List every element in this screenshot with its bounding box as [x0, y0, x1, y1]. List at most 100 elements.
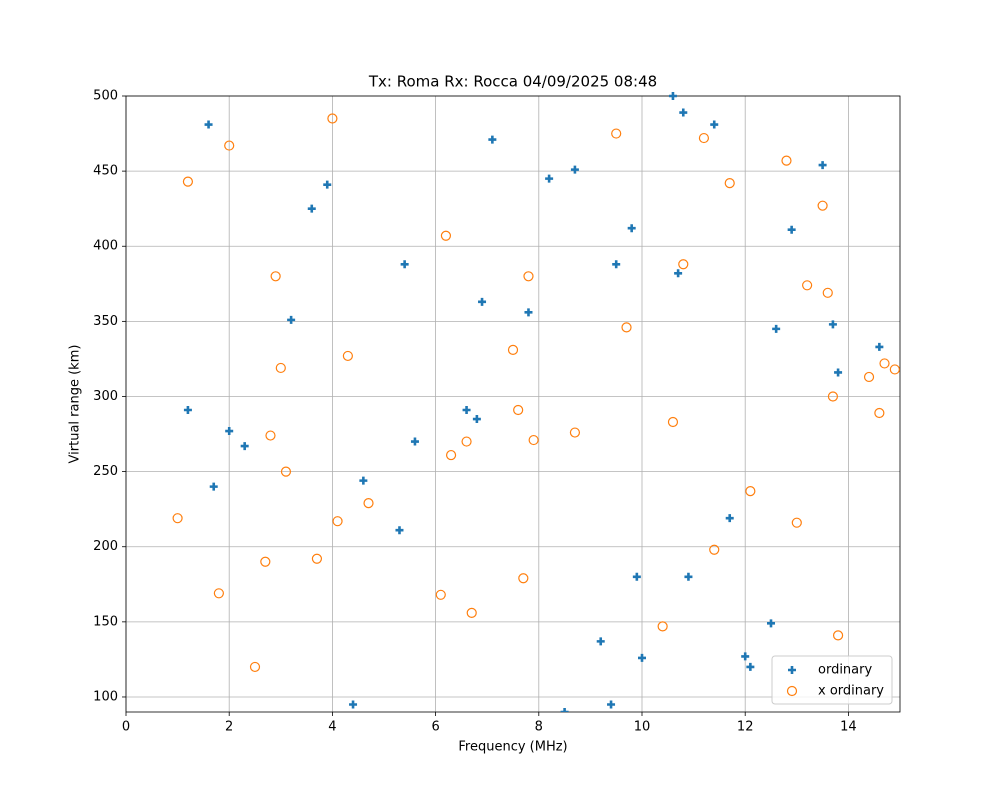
data-point [627, 224, 636, 233]
y-tick-label: 200 [93, 539, 118, 554]
data-point [410, 437, 419, 446]
data-point [478, 297, 487, 306]
y-tick-label: 500 [93, 89, 118, 104]
data-point [183, 406, 192, 415]
x-tick-label: 10 [634, 720, 651, 735]
data-point [875, 342, 884, 351]
data-point [545, 174, 554, 183]
x-tick-label: 14 [840, 720, 857, 735]
data-point [684, 572, 693, 581]
data-point [638, 653, 646, 662]
data-point [612, 260, 621, 269]
data-point [746, 662, 755, 671]
data-point [678, 259, 689, 270]
data-point [311, 553, 323, 564]
data-point [528, 434, 539, 446]
legend-marker [788, 666, 796, 674]
data-point [363, 498, 374, 509]
y-tick-label: 350 [93, 314, 118, 329]
y-tick-label: 400 [93, 239, 118, 254]
data-point [709, 544, 720, 555]
data-point [674, 269, 683, 278]
data-point [724, 178, 735, 189]
data-point [280, 466, 292, 477]
plot-frame [125, 95, 901, 713]
points [172, 92, 900, 712]
data-point [632, 572, 641, 581]
data-point [466, 607, 477, 618]
data-point [265, 430, 276, 441]
data-point [327, 113, 338, 124]
data-point [832, 630, 844, 641]
data-point [342, 350, 353, 362]
data-point [518, 573, 529, 584]
data-point [725, 514, 734, 523]
data-point [507, 344, 519, 356]
data-point [172, 513, 183, 524]
data-point [745, 486, 756, 497]
data-point [698, 132, 710, 144]
data-point [461, 436, 472, 447]
data-point [667, 416, 679, 428]
data-point [275, 362, 286, 374]
data-point [349, 700, 358, 709]
x-tick-label: 12 [737, 720, 754, 735]
data-point [668, 92, 677, 100]
legend-label: x ordinary [818, 684, 884, 699]
x-tick-label: 2 [225, 720, 233, 735]
data-point [287, 315, 296, 324]
data-point [445, 449, 457, 461]
y-tick-label: 100 [93, 689, 118, 704]
legend-label: ordinary [818, 663, 872, 678]
data-point [679, 108, 688, 117]
x-tick-label: 0 [122, 720, 130, 735]
data-point [182, 176, 194, 187]
data-point [570, 165, 579, 174]
legend-box [771, 655, 893, 705]
data-point [488, 135, 497, 144]
y-tick-label: 250 [93, 464, 118, 479]
data-point [435, 589, 446, 600]
data-point [791, 517, 802, 528]
x-tick-label: 6 [431, 720, 439, 735]
chart-title: Tx: Roma Rx: Rocca 04/09/2025 08:48 [368, 73, 657, 91]
data-point [834, 368, 843, 377]
data-point [332, 516, 343, 527]
y-tick-label: 300 [93, 389, 118, 404]
x-axis-label: Frequency (MHz) [458, 740, 567, 755]
y-axis-label: Virtual range (km) [68, 345, 83, 464]
data-point [611, 128, 622, 139]
data-point [440, 230, 452, 241]
data-point [828, 320, 837, 329]
data-point [513, 404, 524, 416]
data-point [822, 287, 833, 298]
data-point [596, 637, 605, 646]
data-point [863, 371, 875, 383]
data-point [787, 225, 796, 234]
data-point [879, 358, 890, 369]
data-point [569, 427, 581, 438]
data-point [818, 161, 827, 170]
data-point [889, 364, 900, 375]
data-point [323, 180, 332, 189]
data-point [249, 661, 261, 673]
data-point [209, 482, 218, 491]
data-point [213, 588, 224, 599]
x-tick-label: 8 [535, 720, 543, 735]
legend-marker [786, 685, 798, 697]
data-point [270, 271, 281, 282]
data-point [225, 427, 234, 436]
data-point [524, 308, 533, 317]
data-point [400, 260, 409, 269]
data-point [621, 322, 632, 333]
data-point [260, 556, 271, 567]
data-point [472, 415, 481, 424]
data-point [462, 406, 471, 415]
data-point [827, 391, 839, 402]
data-point [772, 324, 781, 333]
data-point [710, 120, 719, 129]
data-point [224, 140, 235, 151]
data-point [817, 200, 828, 211]
